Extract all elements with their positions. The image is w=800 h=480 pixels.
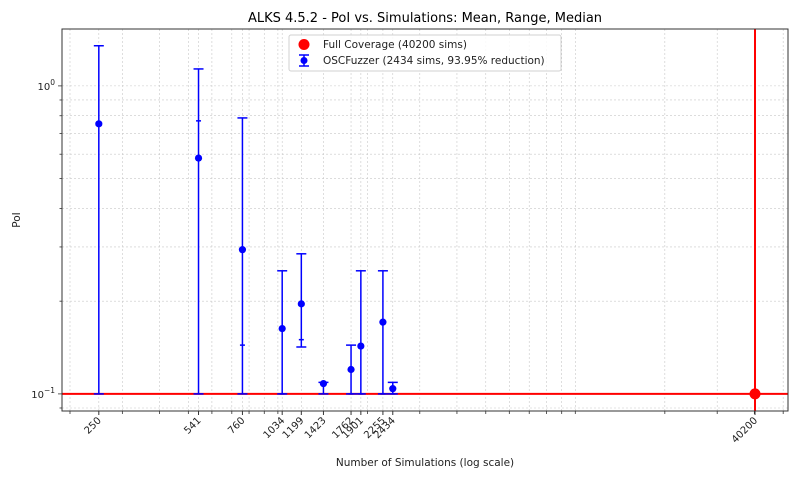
legend-box (288, 34, 562, 72)
data-point-1762 (346, 344, 357, 395)
legend: Full Coverage (40200 sims) OSCFuzzer (24… (288, 34, 562, 72)
data-point-250 (93, 44, 104, 395)
blue-errorbar-marker-icon (299, 54, 309, 67)
x-tick-label: 1199 (281, 415, 307, 441)
y-tick-label: 100 (37, 78, 55, 93)
x-tick-label: 760 (226, 415, 247, 436)
data-point-1901 (355, 270, 366, 395)
data-point-2255 (377, 270, 388, 395)
data-point-760 (237, 117, 248, 395)
x-tick-label: 250 (83, 415, 104, 436)
chart-title: ALKS 4.5.2 - PoI vs. Simulations: Mean, … (248, 11, 602, 26)
data-point-2434 (387, 381, 398, 395)
full-coverage-point (749, 388, 761, 400)
data-point-541 (193, 68, 204, 395)
data-point-1423 (318, 380, 329, 395)
data-point-1034 (277, 270, 288, 395)
plot-frame (61, 28, 789, 412)
x-tick-label: 1423 (303, 415, 329, 441)
plot-data (62, 29, 788, 411)
legend-label-oscfuzzer: OSCFuzzer (2434 sims, 93.95% reduction) (323, 55, 545, 67)
legend-label-full-coverage: Full Coverage (40200 sims) (323, 39, 467, 51)
x-axis-label: Number of Simulations (log scale) (336, 457, 514, 469)
x-tick-label: 40200 (730, 415, 760, 445)
y-tick-label: 10−1 (31, 386, 55, 401)
red-circle-marker-icon (298, 39, 310, 50)
grid (62, 29, 788, 411)
x-tick-label: 541 (182, 415, 203, 436)
y-axis-label: PoI (11, 212, 23, 227)
data-point-1199 (296, 253, 307, 348)
